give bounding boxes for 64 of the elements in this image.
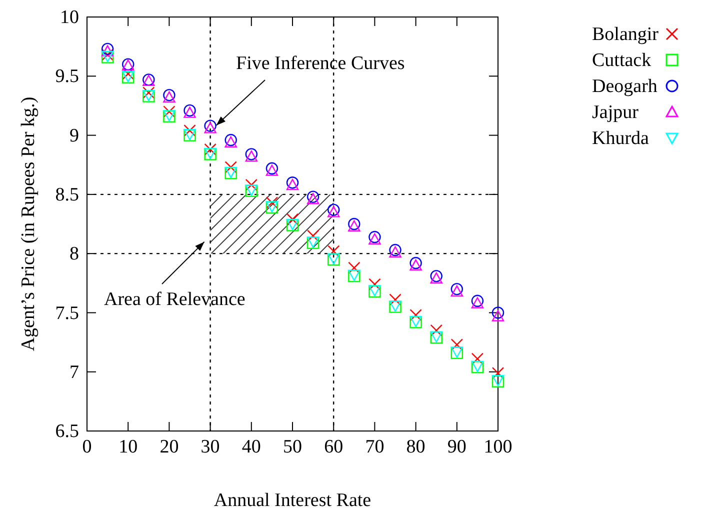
legend-label: Khurda — [592, 128, 650, 149]
y-tick-label: 9 — [70, 125, 79, 146]
annotation: Area of Relevance — [104, 289, 246, 310]
y-tick-label: 7.5 — [55, 302, 79, 324]
x-tick-label: 90 — [447, 436, 466, 458]
x-tick-label: 60 — [324, 436, 344, 458]
point — [142, 86, 155, 99]
point — [471, 352, 484, 365]
point — [204, 143, 216, 156]
point — [306, 230, 320, 242]
y-tick-label: 7 — [70, 362, 79, 383]
point — [348, 220, 360, 232]
x-tick-label: 10 — [118, 436, 138, 458]
legend-label: Deogarh — [592, 76, 658, 97]
legend-label: Cuttack — [592, 50, 652, 71]
x-tick-label: 50 — [283, 436, 302, 458]
point — [328, 245, 340, 258]
y-tick-label: 9.5 — [55, 66, 79, 88]
point — [266, 196, 278, 209]
legend-label: Bolangir — [592, 24, 660, 45]
point — [389, 246, 402, 258]
x-tick-label: 80 — [406, 436, 426, 458]
x-tick-label: 20 — [160, 436, 179, 458]
point — [245, 178, 258, 192]
point — [122, 68, 134, 80]
point — [410, 308, 422, 322]
point — [450, 285, 463, 297]
point — [101, 45, 114, 56]
point — [266, 164, 278, 176]
y-tick-label: 10 — [60, 7, 79, 28]
point — [328, 206, 340, 218]
point — [204, 122, 216, 134]
point — [306, 193, 320, 204]
y-tick-label: 6.5 — [55, 421, 79, 442]
legend-label: Jajpur — [592, 102, 640, 123]
point — [430, 324, 442, 337]
x-tick-label: 0 — [82, 436, 92, 458]
point — [163, 91, 176, 103]
point — [492, 306, 504, 319]
x-tick-label: 100 — [484, 436, 512, 458]
point — [286, 213, 299, 226]
point — [450, 338, 463, 351]
point — [224, 161, 237, 174]
point — [430, 272, 442, 284]
point — [368, 233, 381, 244]
point — [163, 106, 176, 118]
point — [184, 106, 196, 118]
point — [492, 366, 504, 380]
annotation: Five Inference Curves — [236, 53, 405, 74]
point — [410, 259, 422, 270]
point — [492, 310, 504, 322]
y-tick-label: 8.5 — [55, 184, 79, 206]
point — [224, 136, 237, 148]
point — [368, 278, 381, 290]
y-axis-title: Agent’s Price (in Rupees Per kg.) — [18, 96, 39, 352]
point — [184, 124, 196, 137]
x-axis-title: Annual Interest Rate — [214, 490, 372, 511]
x-tick-label: 70 — [365, 436, 384, 458]
x-tick-label: 40 — [242, 436, 261, 458]
point — [471, 297, 484, 308]
y-tick-label: 8 — [70, 244, 79, 265]
x-tick-label: 30 — [200, 436, 220, 458]
point — [348, 262, 360, 274]
point — [389, 294, 402, 306]
